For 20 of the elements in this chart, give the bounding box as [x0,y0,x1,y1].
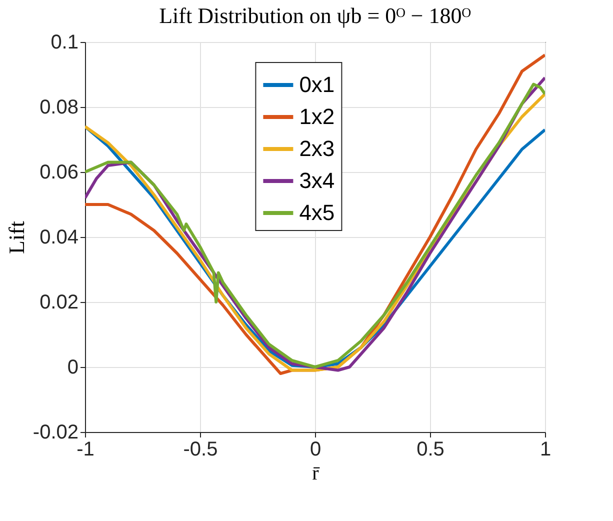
y-tick-label: 0.06 [40,162,78,184]
x-tick-label: -1 [76,438,94,460]
x-tick-label: -0.5 [183,438,218,460]
x-axis-title: r̄ [312,462,321,484]
y-tick-label: 0 [67,356,78,378]
y-tick-label: 0.08 [40,96,78,118]
y-tick-label: 0.04 [40,226,78,248]
y-tick-label: 0.02 [40,292,78,314]
x-tick-label: 0.5 [416,438,444,460]
y-tick-label: -0.02 [32,422,78,444]
legend-label: 4x5 [299,200,335,225]
legend-label: 3x4 [299,168,335,193]
x-tick-label: 0 [310,438,322,460]
x-tick-label: 1 [540,438,552,460]
legend-label: 2x3 [299,136,335,161]
y-axis-title: Lift [4,221,29,254]
legend-label: 1x2 [299,104,335,129]
y-tick-label: 0.1 [50,32,78,54]
chart-title: Lift Distribution on ψb = 0ᴼ − 180ᴼ [159,3,471,28]
legend-label: 0x1 [299,72,335,97]
